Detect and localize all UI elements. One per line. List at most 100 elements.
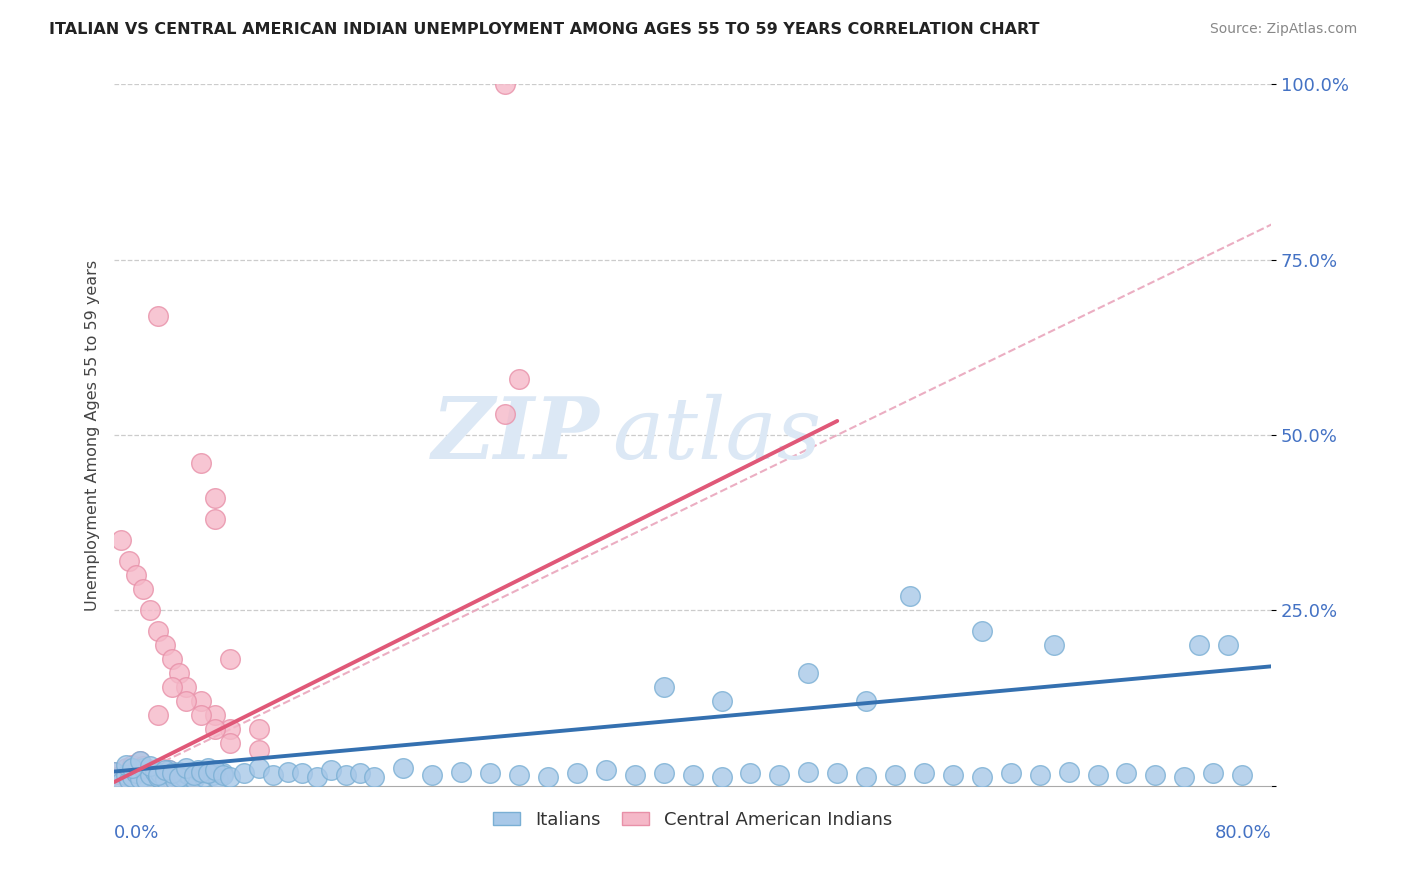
Point [855,694,877,708]
Point [143,764,166,779]
Point [392,761,415,775]
Point [176,681,198,695]
Point [218,652,240,666]
Point [1202,766,1225,780]
Point [121,761,143,775]
Point [682,768,704,782]
Point [825,766,848,780]
Point [942,768,965,782]
Text: atlas: atlas [612,393,821,476]
Point [479,766,502,780]
Point [146,770,169,784]
Point [160,768,183,782]
Point [118,772,141,787]
Point [970,624,993,639]
Point [1188,638,1211,652]
Point [143,766,166,780]
Point [1028,768,1050,782]
Point [153,763,176,777]
Point [153,766,176,780]
Y-axis label: Unemployment Among Ages 55 to 59 years: Unemployment Among Ages 55 to 59 years [86,260,100,610]
Point [1087,768,1109,782]
Point [153,772,176,786]
Point [190,764,212,779]
Point [149,761,172,775]
Point [204,764,226,779]
Point [319,763,342,777]
Point [132,759,155,773]
Point [103,764,125,779]
Point [153,638,176,652]
Point [291,766,314,780]
Point [207,772,229,786]
Point [176,694,198,708]
Point [494,78,516,92]
Point [160,681,183,695]
Point [163,766,186,780]
Point [114,757,136,772]
Point [1230,768,1253,782]
Point [139,603,162,617]
Point [190,766,212,780]
Point [197,761,219,775]
Point [146,708,169,723]
Point [125,568,148,582]
Point [204,491,226,505]
Point [710,770,733,784]
Point [135,772,157,787]
Text: 0.0%: 0.0% [114,824,159,842]
Point [537,770,560,784]
Point [129,772,152,786]
Point [710,694,733,708]
Point [179,768,201,782]
Point [118,554,141,568]
Point [121,757,143,772]
Point [176,766,198,780]
Point [183,772,205,786]
Point [187,763,209,777]
Text: ITALIAN VS CENTRAL AMERICAN INDIAN UNEMPLOYMENT AMONG AGES 55 TO 59 YEARS CORREL: ITALIAN VS CENTRAL AMERICAN INDIAN UNEMP… [49,22,1039,37]
Point [898,589,921,603]
Point [912,766,935,780]
Point [146,768,169,782]
Point [139,768,162,782]
Point [176,761,198,775]
Point [114,761,136,775]
Point [349,766,371,780]
Point [125,766,148,780]
Point [1000,766,1022,780]
Text: 80.0%: 80.0% [1215,824,1271,842]
Text: Source: ZipAtlas.com: Source: ZipAtlas.com [1209,22,1357,37]
Point [193,770,215,784]
Point [450,764,472,779]
Point [132,582,155,597]
Point [797,666,820,681]
Point [508,372,530,386]
Point [363,770,385,784]
Point [129,754,152,768]
Point [335,768,357,782]
Point [855,770,877,784]
Point [211,766,233,780]
Point [595,763,617,777]
Point [204,763,226,777]
Point [420,768,443,782]
Point [157,763,180,777]
Point [277,764,299,779]
Point [1057,764,1080,779]
Point [970,770,993,784]
Point [110,768,132,782]
Point [160,770,183,784]
Point [139,759,162,773]
Point [623,768,645,782]
Point [129,754,152,768]
Point [884,768,907,782]
Point [157,763,180,777]
Point [201,768,224,782]
Point [163,772,186,787]
Point [125,763,148,777]
Point [218,770,240,784]
Point [146,309,169,323]
Point [118,766,141,780]
Point [247,743,270,757]
